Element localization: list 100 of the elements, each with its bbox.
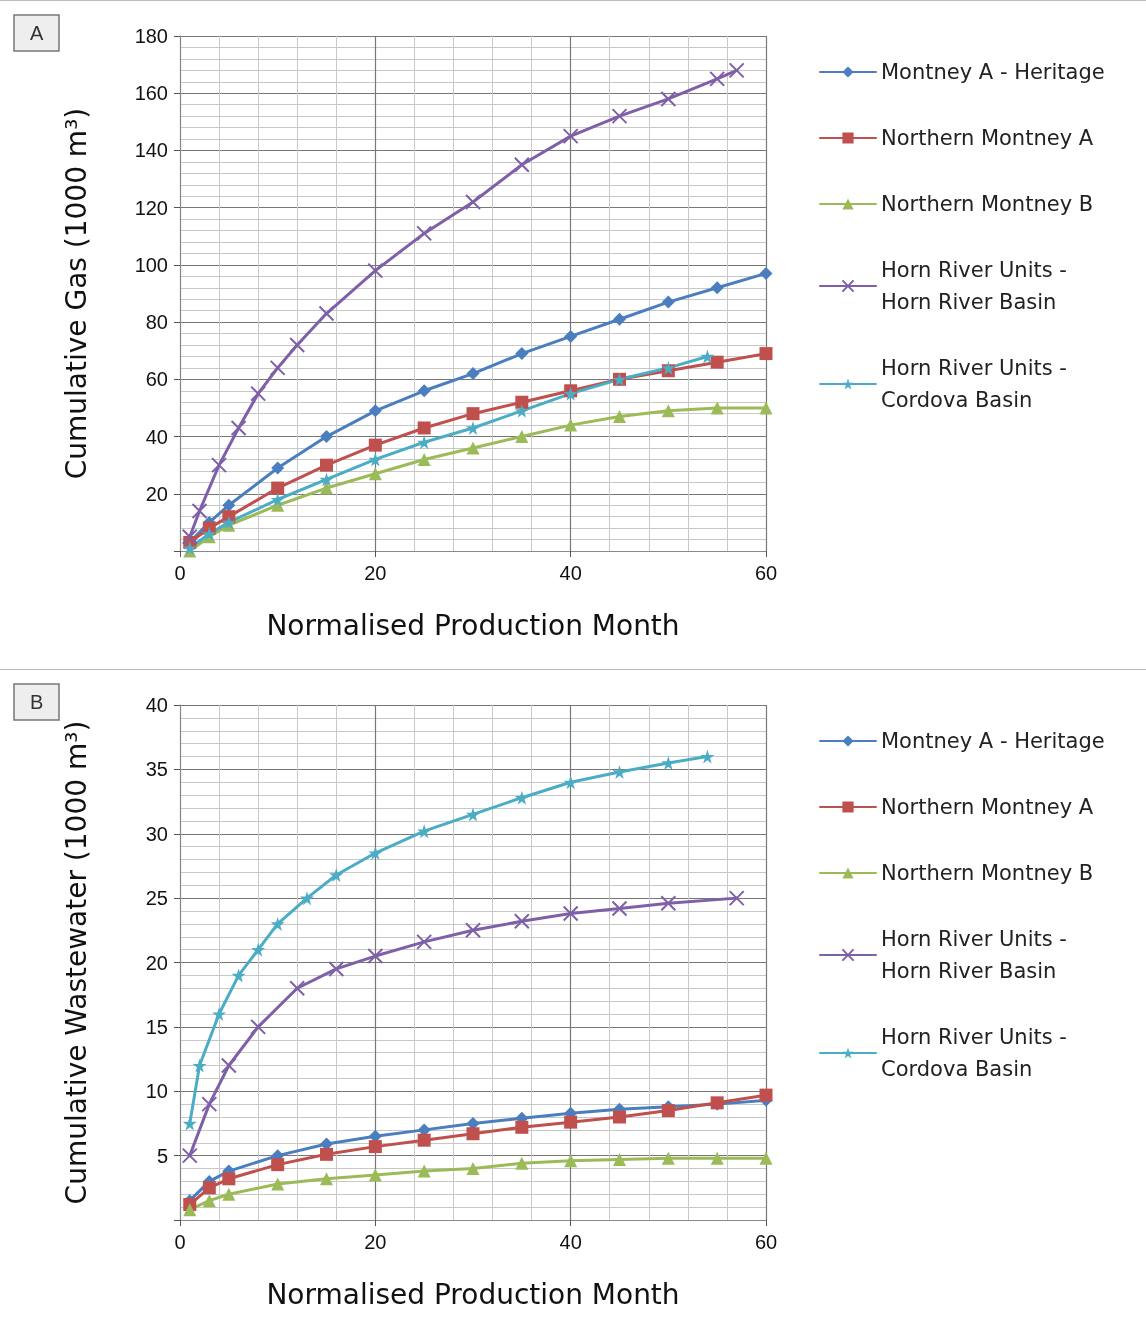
x-axis-title: Normalised Production Month [266, 1277, 680, 1311]
x-tick-label: 40 [559, 1231, 582, 1253]
y-tick-label: 10 [145, 1080, 168, 1103]
point [710, 401, 724, 415]
point [465, 193, 481, 210]
point [661, 295, 675, 309]
point [183, 1203, 197, 1217]
point [514, 403, 529, 418]
point [289, 337, 306, 353]
point [212, 1007, 227, 1021]
y-tick-label: 20 [145, 951, 168, 974]
point [368, 438, 382, 452]
y-tick-label: 5 [156, 1144, 168, 1167]
y-tick-label: 35 [145, 758, 168, 781]
point [563, 775, 578, 790]
x-axis-title: Normalised Production Month [266, 608, 680, 642]
point [515, 347, 529, 361]
point [271, 1177, 285, 1191]
point [759, 1151, 773, 1165]
legend-label: Horn River Units - Cordova Basin [881, 356, 1067, 412]
point [220, 1057, 237, 1074]
point [514, 790, 529, 805]
point [661, 404, 675, 418]
point [660, 895, 677, 912]
point [319, 472, 334, 487]
point [320, 1147, 333, 1161]
point [271, 461, 285, 475]
point [191, 502, 208, 519]
point [368, 452, 383, 467]
point [211, 457, 228, 474]
point [515, 430, 529, 444]
point [416, 933, 433, 950]
y-axis-title: Cumulative Gas (1000 m³) [59, 107, 93, 480]
point [320, 430, 333, 444]
point [417, 435, 432, 450]
y-tick-label: 60 [145, 368, 168, 391]
point [222, 1172, 236, 1186]
point [564, 1115, 578, 1129]
point [181, 528, 198, 545]
point [192, 1058, 207, 1073]
point [564, 329, 578, 343]
point [700, 749, 715, 764]
x-tick-label: 0 [174, 562, 186, 584]
point [251, 942, 266, 957]
point [562, 905, 579, 922]
y-axis-title: Cumulative Wastewater (1000 m³) [59, 720, 93, 1205]
point [201, 1096, 218, 1113]
point [289, 980, 306, 997]
point [613, 1110, 626, 1124]
y-tick-label: 160 [134, 82, 168, 105]
y-tick-label: 140 [134, 139, 168, 162]
point [417, 421, 431, 435]
point [318, 305, 335, 322]
legend-label: Northern Montney B [881, 192, 1094, 216]
point [466, 807, 480, 822]
legend-label: Montney A - Heritage [881, 60, 1105, 84]
y-tick-label: 120 [134, 196, 168, 219]
point [759, 266, 773, 280]
point [661, 1151, 675, 1165]
chart-title: B [30, 691, 44, 713]
point [231, 968, 246, 983]
point [700, 349, 715, 364]
point [465, 922, 481, 939]
x-tick-label: 20 [364, 1231, 387, 1253]
point [202, 1194, 216, 1208]
point [368, 467, 382, 481]
point [515, 1120, 529, 1134]
x-tick-label: 20 [364, 562, 387, 584]
point [368, 1168, 382, 1182]
point [417, 452, 431, 466]
y-tick-label: 80 [145, 311, 168, 334]
point [222, 1187, 236, 1201]
point [368, 846, 383, 861]
point [367, 262, 384, 279]
point [320, 481, 333, 495]
point [320, 1172, 333, 1186]
point [466, 367, 480, 381]
point [466, 441, 480, 455]
point [269, 359, 286, 376]
y-tick-label: 30 [145, 822, 168, 845]
point [562, 128, 579, 145]
point [270, 916, 285, 931]
point [661, 1104, 675, 1118]
y-tick-label: 40 [145, 425, 168, 448]
x-tick-label: 60 [754, 1231, 778, 1253]
legend-label: Horn River Units - Horn River Basin [881, 258, 1067, 314]
point [661, 360, 676, 375]
point [368, 1140, 382, 1154]
point [513, 913, 530, 930]
point [466, 420, 480, 435]
point [709, 70, 726, 87]
point [367, 948, 384, 965]
point [270, 492, 285, 507]
x-tick-label: 40 [559, 562, 582, 584]
point [613, 410, 626, 424]
point [250, 385, 267, 402]
point [320, 458, 333, 472]
point [564, 418, 578, 432]
point [466, 407, 480, 421]
point [710, 1151, 724, 1165]
